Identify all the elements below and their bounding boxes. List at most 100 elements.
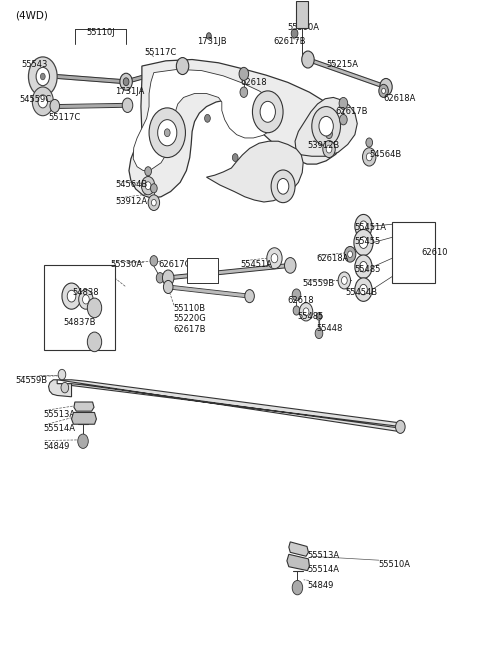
Circle shape bbox=[319, 117, 333, 136]
Circle shape bbox=[240, 87, 248, 98]
Circle shape bbox=[123, 78, 129, 86]
Circle shape bbox=[32, 87, 53, 116]
Circle shape bbox=[380, 79, 392, 96]
Text: 55510A: 55510A bbox=[379, 560, 411, 569]
Polygon shape bbox=[289, 542, 309, 556]
Bar bbox=[392, 221, 435, 283]
Text: 55220G: 55220G bbox=[173, 314, 206, 324]
Circle shape bbox=[62, 283, 81, 309]
Bar bbox=[44, 265, 115, 350]
Circle shape bbox=[245, 290, 254, 303]
Circle shape bbox=[396, 421, 405, 434]
Circle shape bbox=[303, 308, 309, 316]
Circle shape bbox=[341, 276, 347, 284]
Circle shape bbox=[354, 229, 373, 255]
Text: 62618A: 62618A bbox=[384, 94, 416, 102]
Circle shape bbox=[348, 251, 352, 257]
Circle shape bbox=[145, 181, 151, 189]
Circle shape bbox=[260, 102, 276, 122]
Text: 62617B: 62617B bbox=[336, 107, 368, 115]
Text: 62618: 62618 bbox=[288, 296, 314, 305]
Circle shape bbox=[315, 328, 323, 339]
Circle shape bbox=[302, 51, 314, 68]
Circle shape bbox=[78, 434, 88, 449]
Circle shape bbox=[79, 290, 93, 309]
Polygon shape bbox=[206, 141, 303, 202]
Circle shape bbox=[252, 91, 283, 133]
Circle shape bbox=[87, 298, 102, 318]
Circle shape bbox=[285, 257, 296, 273]
Circle shape bbox=[149, 108, 185, 158]
Text: 55514A: 55514A bbox=[44, 424, 76, 433]
Circle shape bbox=[292, 580, 303, 595]
Circle shape bbox=[277, 178, 289, 194]
Circle shape bbox=[271, 253, 278, 263]
Circle shape bbox=[355, 255, 372, 278]
Text: 62610: 62610 bbox=[422, 248, 448, 257]
Circle shape bbox=[67, 290, 76, 302]
Text: 55514A: 55514A bbox=[307, 565, 339, 574]
Circle shape bbox=[122, 98, 133, 113]
Polygon shape bbox=[48, 380, 72, 397]
Circle shape bbox=[360, 284, 367, 295]
Circle shape bbox=[204, 115, 210, 122]
Polygon shape bbox=[57, 380, 403, 432]
Circle shape bbox=[163, 280, 173, 293]
Text: (4WD): (4WD) bbox=[15, 10, 48, 20]
Polygon shape bbox=[287, 554, 310, 571]
Text: 55448: 55448 bbox=[317, 324, 343, 333]
Text: 55485: 55485 bbox=[298, 312, 324, 321]
Circle shape bbox=[36, 67, 49, 86]
Circle shape bbox=[120, 73, 132, 90]
Polygon shape bbox=[74, 402, 94, 411]
Circle shape bbox=[293, 306, 300, 315]
Circle shape bbox=[150, 255, 157, 266]
Polygon shape bbox=[72, 413, 96, 424]
Circle shape bbox=[362, 148, 376, 166]
Text: 55451A: 55451A bbox=[355, 223, 387, 232]
Circle shape bbox=[339, 98, 348, 109]
Text: 55500A: 55500A bbox=[288, 23, 320, 32]
Text: 1731JB: 1731JB bbox=[197, 37, 227, 47]
Text: 53912A: 53912A bbox=[116, 196, 148, 206]
Text: 55543: 55543 bbox=[21, 60, 48, 69]
Circle shape bbox=[157, 120, 177, 146]
Circle shape bbox=[156, 272, 164, 283]
Circle shape bbox=[366, 138, 372, 147]
Text: 62617B: 62617B bbox=[173, 325, 205, 334]
Circle shape bbox=[300, 303, 313, 321]
Circle shape bbox=[151, 183, 157, 193]
Circle shape bbox=[312, 107, 340, 146]
Text: 55530A: 55530A bbox=[111, 259, 143, 269]
Circle shape bbox=[148, 195, 159, 210]
Circle shape bbox=[359, 236, 368, 248]
Text: 55451A: 55451A bbox=[240, 259, 272, 269]
Text: 54564B: 54564B bbox=[116, 179, 148, 189]
Text: 54837B: 54837B bbox=[63, 318, 96, 327]
Text: 55454B: 55454B bbox=[345, 288, 377, 297]
Circle shape bbox=[292, 289, 301, 301]
Circle shape bbox=[360, 221, 367, 231]
Text: 55110J: 55110J bbox=[87, 28, 116, 37]
Circle shape bbox=[366, 153, 372, 161]
Text: 55110B: 55110B bbox=[173, 304, 205, 313]
Circle shape bbox=[176, 58, 189, 75]
Text: 54838: 54838 bbox=[72, 288, 99, 297]
Circle shape bbox=[83, 295, 89, 304]
Text: 1731JA: 1731JA bbox=[116, 87, 145, 96]
Text: 55485: 55485 bbox=[355, 265, 381, 274]
Text: 62617B: 62617B bbox=[274, 37, 306, 47]
Circle shape bbox=[344, 246, 356, 262]
Text: 55232A: 55232A bbox=[187, 276, 219, 286]
Circle shape bbox=[271, 170, 295, 202]
Circle shape bbox=[142, 176, 155, 195]
Text: 55117C: 55117C bbox=[144, 48, 177, 57]
Text: 53912B: 53912B bbox=[307, 141, 339, 149]
Text: 54559B: 54559B bbox=[302, 279, 335, 288]
Text: 62618A: 62618A bbox=[317, 254, 349, 263]
Text: 54849: 54849 bbox=[44, 442, 70, 451]
Circle shape bbox=[316, 312, 322, 320]
Circle shape bbox=[40, 73, 45, 80]
Circle shape bbox=[355, 278, 372, 301]
Text: 62617C: 62617C bbox=[158, 259, 191, 269]
